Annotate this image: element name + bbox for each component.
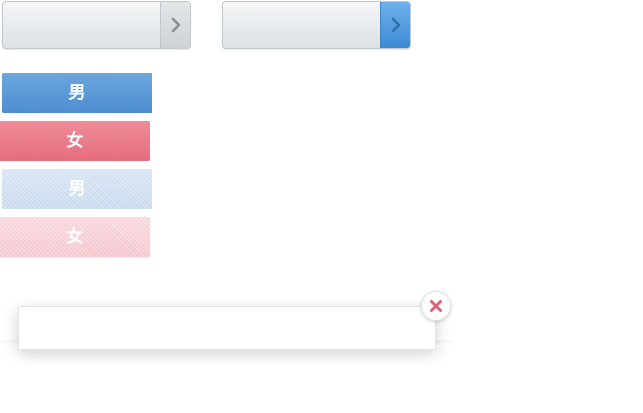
- selector-arrow-button[interactable]: [380, 2, 410, 48]
- selector-active[interactable]: [222, 1, 411, 49]
- gender-tag-male[interactable]: 男: [2, 73, 152, 113]
- chevron-right-icon: [171, 17, 180, 33]
- popup-dialog: [18, 306, 436, 350]
- gender-tag-male-inactive[interactable]: 男: [2, 169, 152, 209]
- gender-tag-female-inactive[interactable]: 女: [0, 217, 150, 257]
- gender-tag-female[interactable]: 女: [0, 121, 150, 161]
- close-icon: [430, 300, 442, 312]
- selector-arrow-button[interactable]: [160, 2, 190, 48]
- popup-close-button[interactable]: [421, 291, 451, 321]
- chevron-right-icon: [391, 17, 400, 33]
- selector-default[interactable]: [2, 1, 191, 49]
